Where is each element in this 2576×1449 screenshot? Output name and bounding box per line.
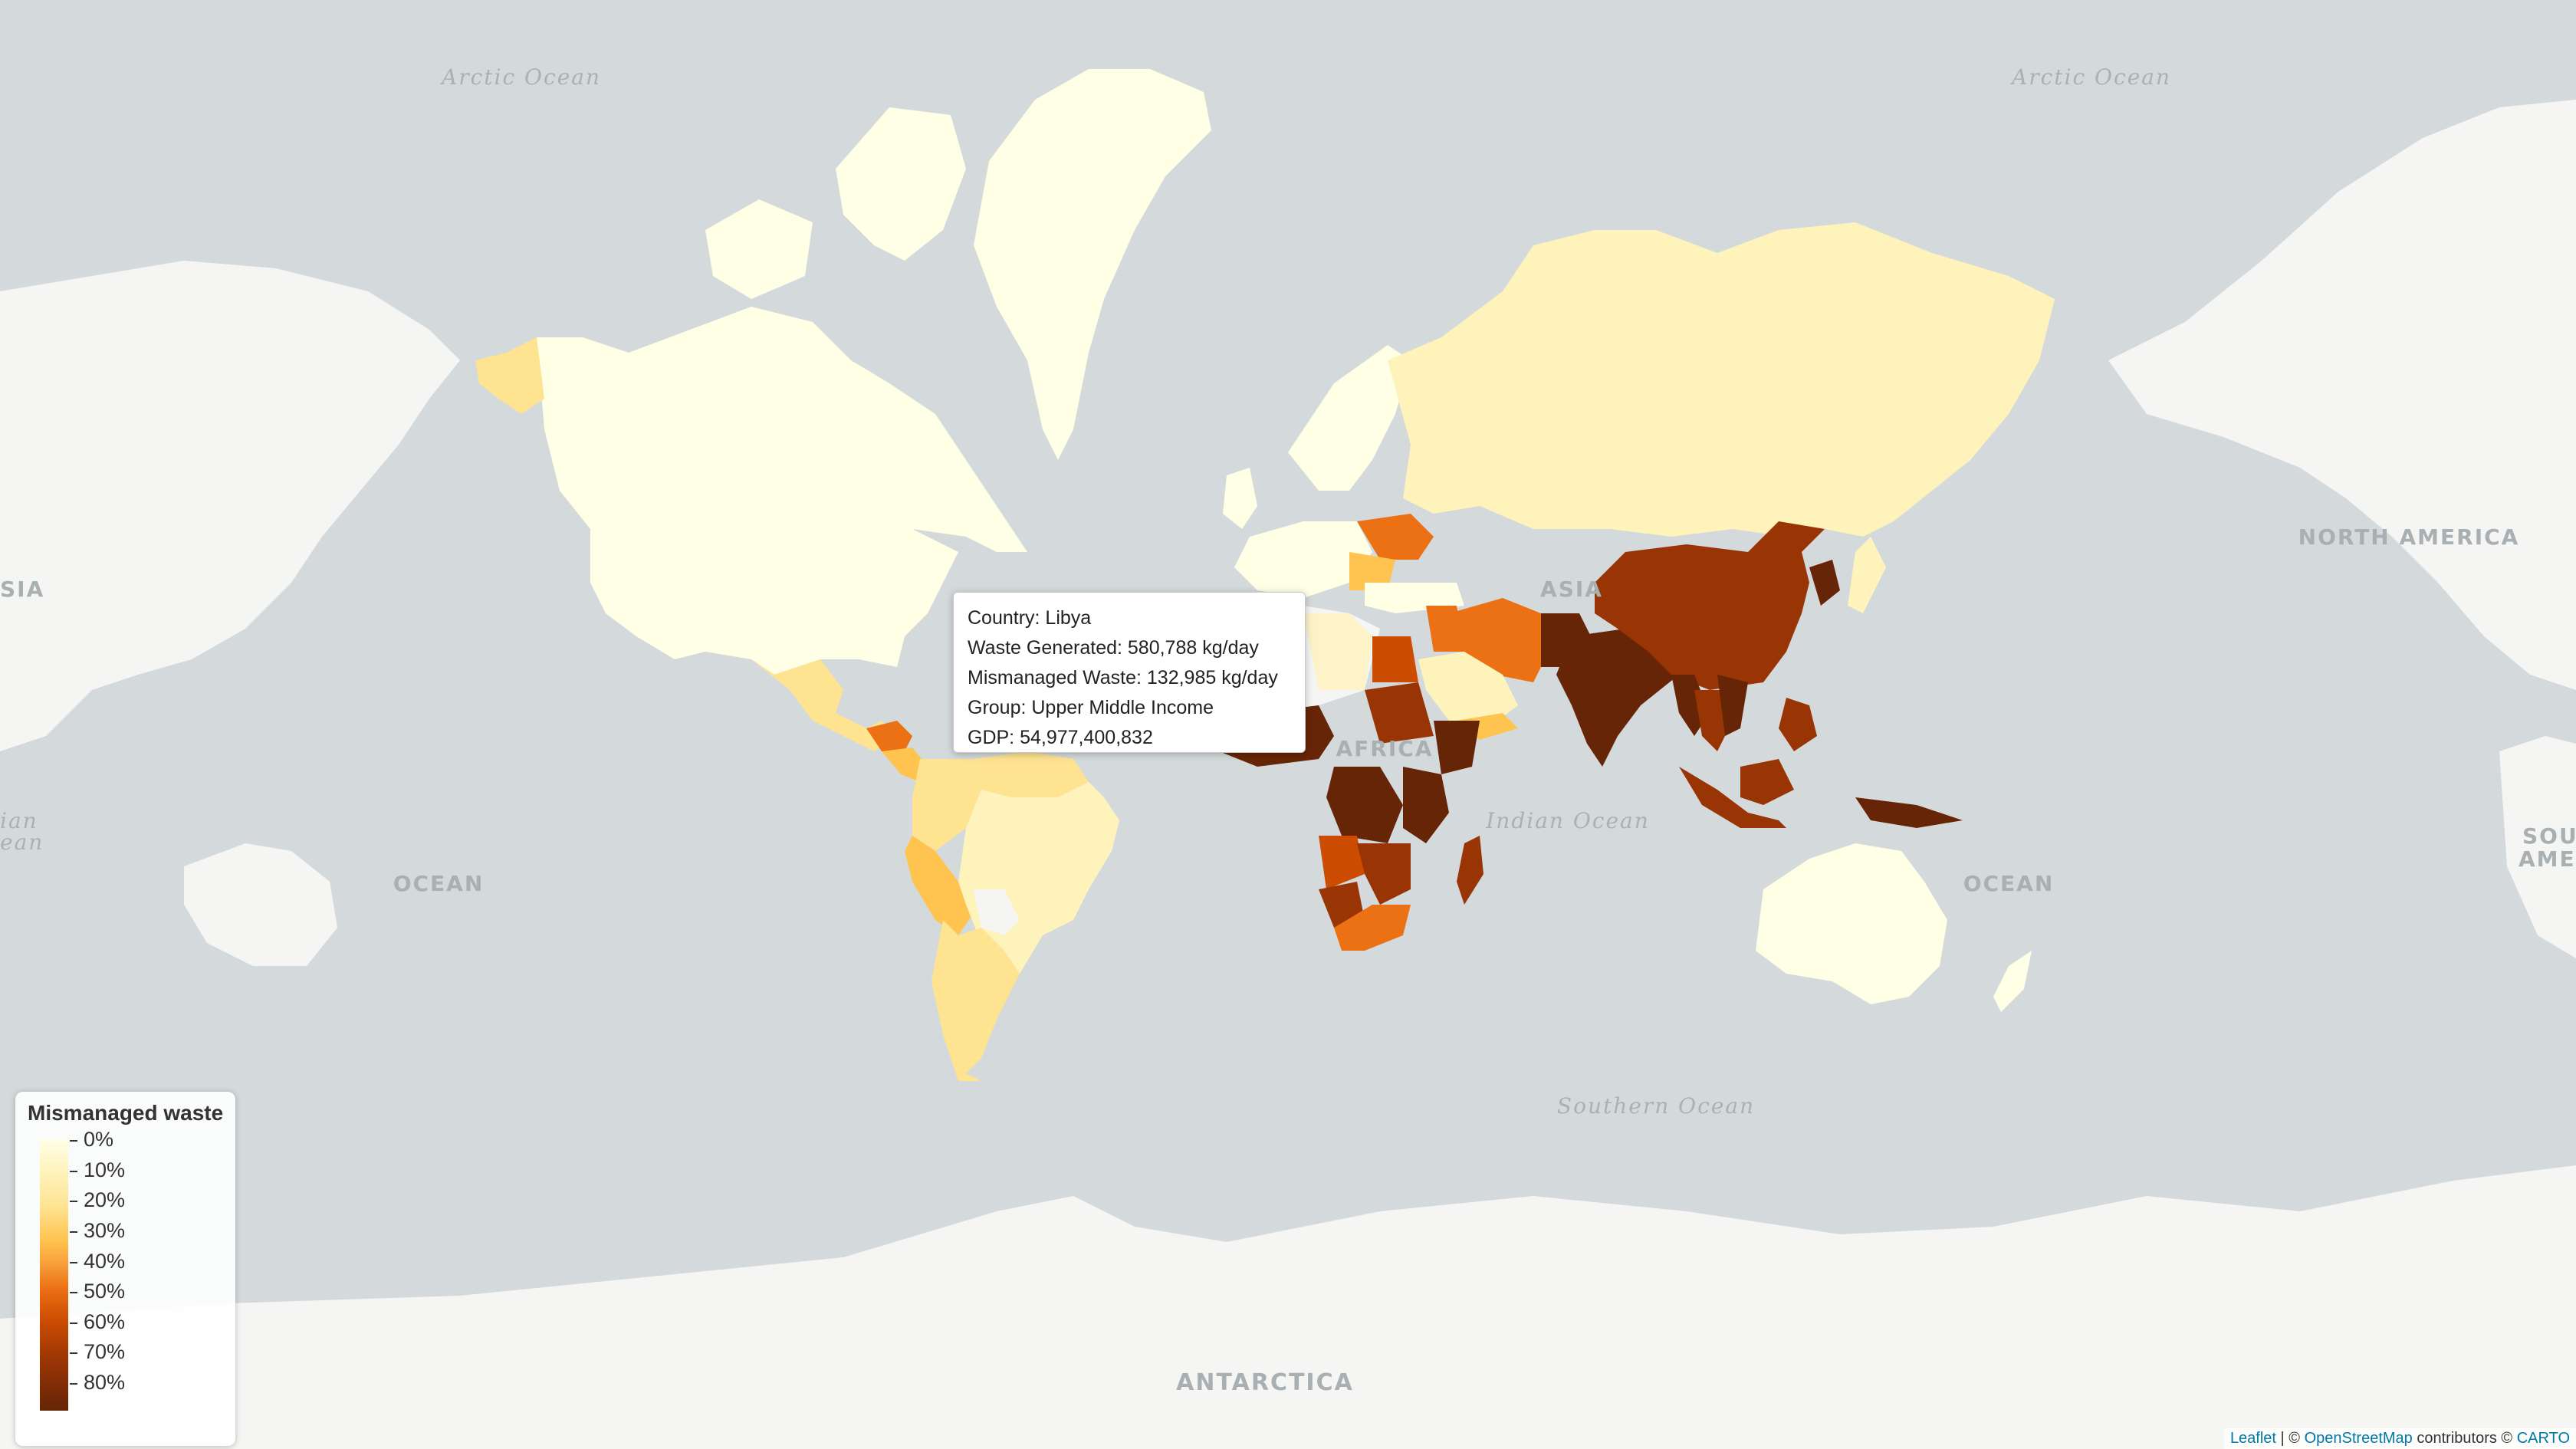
map-attribution: Leaflet | © OpenStreetMap contributors ©… xyxy=(2223,1428,2576,1449)
legend-tick: 50% xyxy=(70,1280,125,1303)
tooltip-waste-generated: Waste Generated: 580,788 kg/day xyxy=(968,637,1259,659)
country-russia[interactable] xyxy=(1388,222,2055,537)
continent-label-north-america: NORTH AMERICA xyxy=(2298,524,2520,550)
country-borneo[interactable] xyxy=(1740,759,1794,805)
legend-body: 0% 10% 20% 30% 40% 50% 60% 70% 80% xyxy=(28,1128,223,1423)
edge-label-south-america-right-2: AMER xyxy=(2518,846,2576,872)
edge-label-south-america-right: SOU xyxy=(2522,823,2576,849)
country-canada-islands-west[interactable] xyxy=(705,199,813,299)
land-no-data-right-2 xyxy=(2499,736,2576,958)
country-uk[interactable] xyxy=(1223,468,1257,529)
country-japan[interactable] xyxy=(1848,537,1886,613)
legend-tick: 80% xyxy=(70,1371,125,1395)
country-usa[interactable] xyxy=(590,529,958,675)
country-balkans[interactable] xyxy=(1349,552,1395,590)
continent-label-africa: AFRICA xyxy=(1336,736,1434,761)
country-canada-islands[interactable] xyxy=(836,107,966,261)
country-mexico[interactable] xyxy=(751,659,897,751)
country-central-america[interactable] xyxy=(866,721,912,751)
country-saudi-arabia[interactable] xyxy=(1418,652,1518,728)
country-ukraine[interactable] xyxy=(1357,514,1434,560)
country-iran[interactable] xyxy=(1449,598,1549,682)
country-canada[interactable] xyxy=(537,307,1027,552)
attribution-separator: | © xyxy=(2276,1430,2305,1447)
attribution-contributors: contributors © xyxy=(2412,1430,2517,1447)
country-greenland[interactable] xyxy=(974,69,1211,460)
ocean-label-arctic-left: Arctic Ocean xyxy=(439,64,601,90)
land-no-data-right xyxy=(2108,100,2576,690)
country-papua[interactable] xyxy=(1855,797,1963,828)
tooltip-gdp: GDP: 54,977,400,832 xyxy=(968,727,1153,748)
tooltip-mismanaged-waste: Mismanaged Waste: 132,985 kg/day xyxy=(968,667,1278,688)
country-dr-congo[interactable] xyxy=(1326,767,1403,843)
legend-tick: 0% xyxy=(70,1128,113,1152)
country-tooltip: Country: Libya Waste Generated: 580,788 … xyxy=(953,592,1306,753)
country-bolivia[interactable] xyxy=(974,889,1020,935)
country-india[interactable] xyxy=(1556,629,1679,767)
legend: Mismanaged waste 0% 10% 20% 30% 40% 50% … xyxy=(15,1092,235,1446)
country-iraq[interactable] xyxy=(1426,606,1464,652)
country-southern-africa[interactable] xyxy=(1357,843,1411,905)
land-no-data-left-2 xyxy=(184,843,337,966)
country-peru[interactable] xyxy=(905,836,974,935)
tooltip-country: Country: Libya xyxy=(968,607,1092,629)
edge-label-ocean-left-2: ean xyxy=(0,830,44,855)
country-chile[interactable] xyxy=(932,920,981,1081)
land-no-data-left xyxy=(0,261,460,751)
country-australia[interactable] xyxy=(1756,843,1947,1004)
ocean-label-pacific-right: OCEAN xyxy=(1963,871,2055,896)
legend-tick: 60% xyxy=(70,1310,125,1334)
leaflet-link[interactable]: Leaflet xyxy=(2229,1430,2276,1447)
legend-tick: 20% xyxy=(70,1188,125,1212)
osm-link[interactable]: OpenStreetMap xyxy=(2304,1430,2413,1447)
country-south-africa[interactable] xyxy=(1334,905,1411,951)
country-angola[interactable] xyxy=(1319,836,1365,889)
ocean-label-southern: Southern Ocean xyxy=(1557,1093,1755,1119)
continent-label-antarctica: ANTARCTICA xyxy=(1176,1369,1354,1396)
ocean-label-arctic-right: Arctic Ocean xyxy=(2009,64,2171,90)
country-western-europe[interactable] xyxy=(1234,521,1372,598)
legend-title: Mismanaged waste xyxy=(28,1101,224,1125)
legend-tick: 10% xyxy=(70,1158,125,1182)
country-antarctica xyxy=(0,1165,2576,1449)
country-scandinavia[interactable] xyxy=(1288,345,1411,491)
legend-tick: 70% xyxy=(70,1340,125,1364)
ocean-label-indian: Indian Ocean xyxy=(1485,808,1650,833)
country-argentina[interactable] xyxy=(943,928,1020,1073)
country-new-zealand[interactable] xyxy=(1993,951,2032,1012)
legend-tick: 30% xyxy=(70,1219,125,1243)
country-korea[interactable] xyxy=(1809,560,1840,606)
legend-tick: 40% xyxy=(70,1250,125,1273)
country-philippines[interactable] xyxy=(1779,698,1817,751)
edge-label-ocean-left: ian xyxy=(0,808,38,833)
country-libya[interactable] xyxy=(1303,613,1372,690)
country-east-africa[interactable] xyxy=(1403,767,1449,843)
country-indonesia[interactable] xyxy=(1679,767,1786,828)
country-venezuela[interactable] xyxy=(974,751,1089,797)
country-vietnam[interactable] xyxy=(1717,675,1748,736)
country-china[interactable] xyxy=(1595,521,1825,690)
country-madagascar[interactable] xyxy=(1457,836,1484,905)
ocean-label-pacific-left: OCEAN xyxy=(393,871,485,896)
tooltip-group: Group: Upper Middle Income xyxy=(968,697,1214,718)
country-usa-alaska[interactable] xyxy=(475,337,544,414)
country-sudan[interactable] xyxy=(1365,682,1434,744)
carto-link[interactable]: CARTO xyxy=(2516,1430,2570,1447)
edge-label-asia-left: SIA xyxy=(0,577,44,602)
country-nicaragua[interactable] xyxy=(882,748,928,782)
country-colombia[interactable] xyxy=(912,759,981,851)
country-ethiopia[interactable] xyxy=(1434,721,1480,774)
continent-label-asia: ASIA xyxy=(1540,577,1603,602)
legend-color-bar xyxy=(40,1139,68,1411)
country-egypt[interactable] xyxy=(1372,636,1418,682)
